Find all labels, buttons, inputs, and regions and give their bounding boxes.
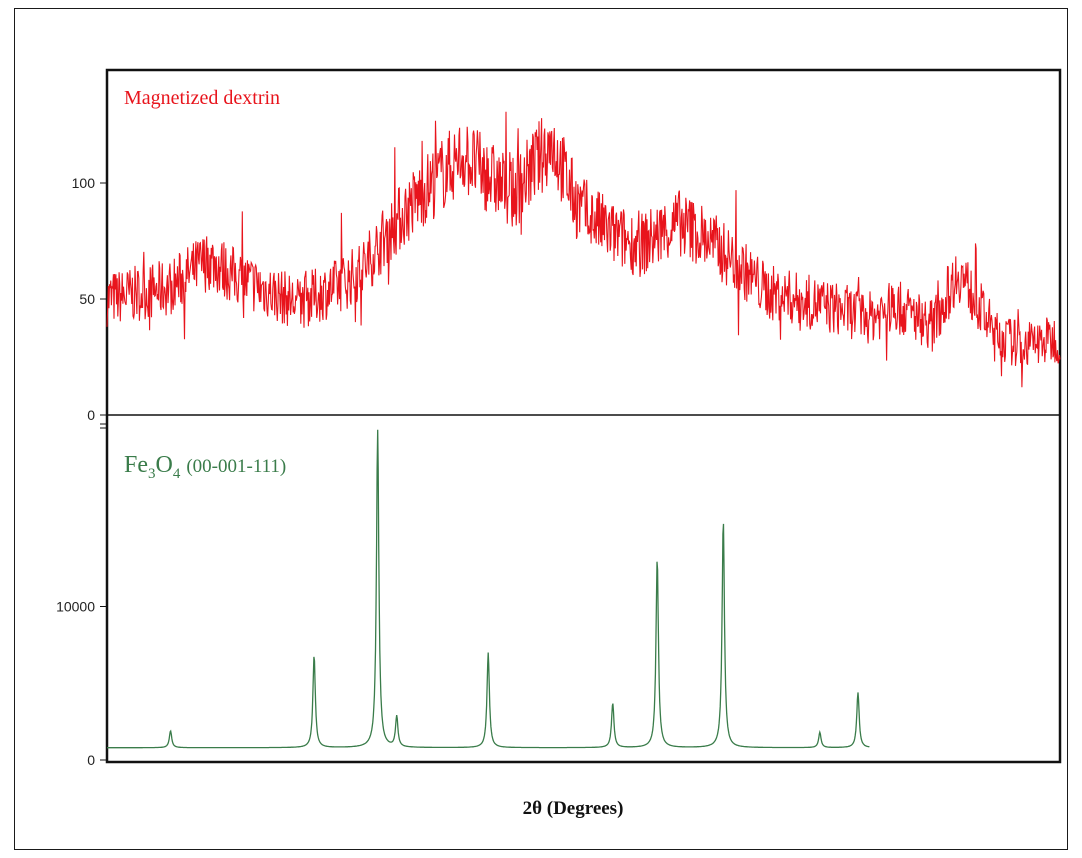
x-axis-label: 2θ (Degrees) <box>523 798 624 819</box>
label-sub-3: 3 <box>148 466 156 482</box>
label-sub-4: 4 <box>173 466 181 482</box>
fe3o4-reference-series <box>107 429 870 749</box>
y-tick-top-50: 50 <box>79 291 95 307</box>
magnetized-dextrin-series <box>106 111 1061 388</box>
y-tick-top-0: 0 <box>87 407 95 423</box>
y-tick-top-100: 100 <box>72 175 96 191</box>
series-label-magnetized-dextrin: Magnetized dextrin <box>124 87 280 109</box>
label-o: O <box>156 452 173 478</box>
label-fe: Fe <box>124 452 148 478</box>
top-y-axis: 0 50 100 <box>72 175 107 423</box>
y-tick-bottom-10000: 10000 <box>56 599 95 615</box>
label-ref: (00-001-111) <box>186 456 286 477</box>
bottom-y-axis: 0 10000 <box>56 423 107 768</box>
y-tick-bottom-0: 0 <box>87 752 95 768</box>
plot-area <box>105 68 1062 764</box>
series-label-fe3o4: Fe3O4 (00-001-111) <box>124 452 286 482</box>
